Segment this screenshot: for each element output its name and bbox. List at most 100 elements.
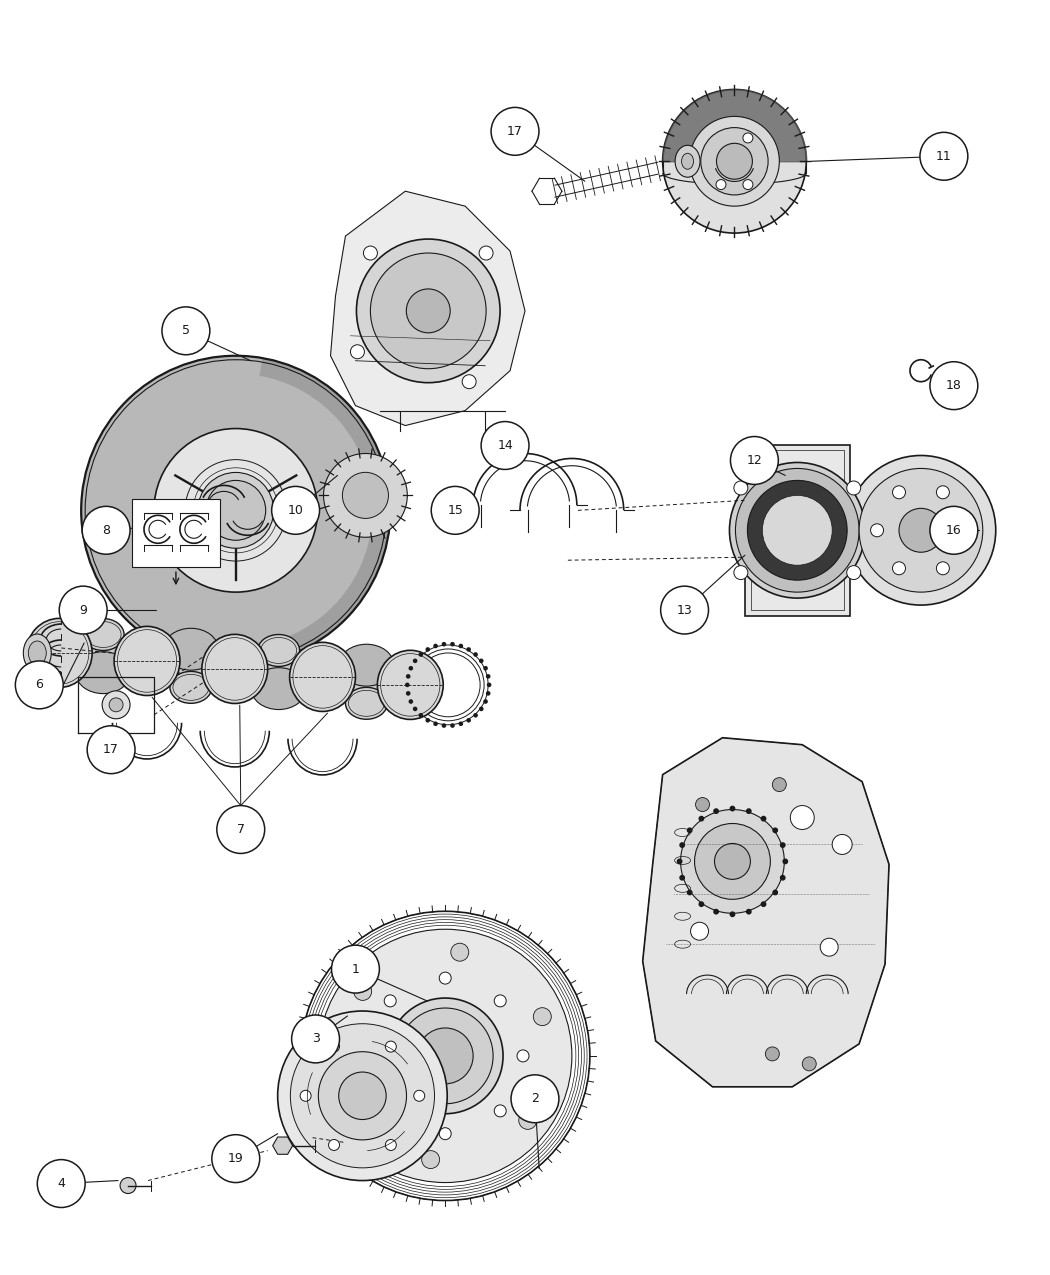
Text: 6: 6 bbox=[36, 678, 43, 691]
Circle shape bbox=[743, 180, 753, 190]
Ellipse shape bbox=[377, 650, 443, 719]
Circle shape bbox=[147, 422, 324, 599]
Circle shape bbox=[150, 425, 321, 595]
Text: 7: 7 bbox=[236, 822, 245, 836]
Ellipse shape bbox=[170, 672, 212, 704]
Circle shape bbox=[680, 810, 784, 913]
Circle shape bbox=[730, 463, 865, 598]
Circle shape bbox=[277, 1011, 447, 1181]
Text: 4: 4 bbox=[58, 1177, 65, 1190]
Circle shape bbox=[300, 1090, 311, 1102]
Circle shape bbox=[417, 1028, 474, 1084]
Circle shape bbox=[491, 107, 539, 156]
Circle shape bbox=[735, 468, 859, 592]
Text: 2: 2 bbox=[531, 1093, 539, 1105]
Circle shape bbox=[495, 994, 506, 1007]
Circle shape bbox=[680, 843, 685, 848]
Circle shape bbox=[426, 648, 429, 652]
Circle shape bbox=[716, 143, 753, 180]
Circle shape bbox=[761, 816, 765, 821]
Circle shape bbox=[780, 876, 785, 880]
Circle shape bbox=[730, 912, 735, 917]
Ellipse shape bbox=[681, 153, 694, 170]
Circle shape bbox=[212, 1135, 259, 1182]
Circle shape bbox=[716, 180, 726, 190]
Circle shape bbox=[688, 829, 692, 833]
Circle shape bbox=[892, 562, 905, 575]
Circle shape bbox=[406, 692, 410, 695]
Circle shape bbox=[747, 808, 751, 813]
Circle shape bbox=[700, 128, 769, 195]
Circle shape bbox=[688, 890, 692, 895]
Text: 13: 13 bbox=[676, 603, 692, 617]
Text: 10: 10 bbox=[288, 504, 303, 516]
Circle shape bbox=[486, 674, 489, 678]
Circle shape bbox=[99, 374, 373, 648]
Text: 18: 18 bbox=[946, 379, 962, 393]
Circle shape bbox=[780, 843, 785, 848]
Circle shape bbox=[422, 1150, 440, 1169]
Circle shape bbox=[474, 653, 477, 657]
Circle shape bbox=[361, 1049, 374, 1062]
Circle shape bbox=[120, 1178, 136, 1193]
Circle shape bbox=[714, 844, 751, 880]
Circle shape bbox=[747, 909, 751, 914]
Circle shape bbox=[937, 562, 949, 575]
Text: 9: 9 bbox=[79, 603, 87, 617]
Circle shape bbox=[439, 1127, 452, 1140]
Circle shape bbox=[81, 356, 391, 666]
Circle shape bbox=[846, 455, 995, 606]
Text: 11: 11 bbox=[936, 149, 951, 163]
Ellipse shape bbox=[248, 644, 310, 701]
Circle shape bbox=[419, 714, 422, 717]
Circle shape bbox=[462, 375, 476, 389]
Circle shape bbox=[660, 586, 709, 634]
Circle shape bbox=[859, 468, 983, 592]
Circle shape bbox=[91, 366, 380, 654]
Circle shape bbox=[690, 116, 779, 207]
Circle shape bbox=[384, 994, 396, 1007]
Circle shape bbox=[406, 289, 450, 333]
Circle shape bbox=[105, 380, 366, 640]
Circle shape bbox=[133, 408, 338, 613]
Circle shape bbox=[126, 400, 345, 620]
Ellipse shape bbox=[290, 643, 356, 711]
Circle shape bbox=[846, 481, 861, 495]
Circle shape bbox=[731, 436, 778, 484]
Circle shape bbox=[743, 133, 753, 143]
Circle shape bbox=[329, 1042, 339, 1052]
Circle shape bbox=[937, 486, 949, 499]
Circle shape bbox=[762, 496, 833, 565]
Circle shape bbox=[486, 692, 489, 695]
Circle shape bbox=[112, 386, 359, 634]
Circle shape bbox=[292, 1015, 339, 1063]
Circle shape bbox=[426, 719, 429, 722]
Circle shape bbox=[354, 983, 372, 1001]
Circle shape bbox=[96, 370, 377, 652]
Circle shape bbox=[519, 1112, 537, 1130]
Text: 16: 16 bbox=[946, 524, 962, 537]
Circle shape bbox=[432, 486, 479, 534]
Circle shape bbox=[450, 724, 454, 727]
Polygon shape bbox=[643, 738, 889, 1086]
Ellipse shape bbox=[76, 652, 130, 694]
Ellipse shape bbox=[202, 635, 268, 704]
Ellipse shape bbox=[28, 641, 46, 666]
Circle shape bbox=[405, 683, 408, 686]
Circle shape bbox=[474, 714, 477, 717]
Circle shape bbox=[140, 414, 332, 606]
Circle shape bbox=[481, 422, 529, 469]
Circle shape bbox=[511, 1075, 559, 1123]
Circle shape bbox=[765, 1047, 779, 1061]
Circle shape bbox=[450, 944, 468, 961]
Ellipse shape bbox=[257, 635, 299, 667]
Circle shape bbox=[820, 938, 838, 956]
Circle shape bbox=[109, 697, 123, 711]
Circle shape bbox=[371, 252, 486, 368]
Circle shape bbox=[339, 1072, 386, 1119]
Circle shape bbox=[88, 362, 383, 658]
Circle shape bbox=[38, 1160, 85, 1207]
Circle shape bbox=[487, 683, 490, 686]
Circle shape bbox=[442, 643, 445, 646]
Text: 17: 17 bbox=[507, 125, 523, 138]
